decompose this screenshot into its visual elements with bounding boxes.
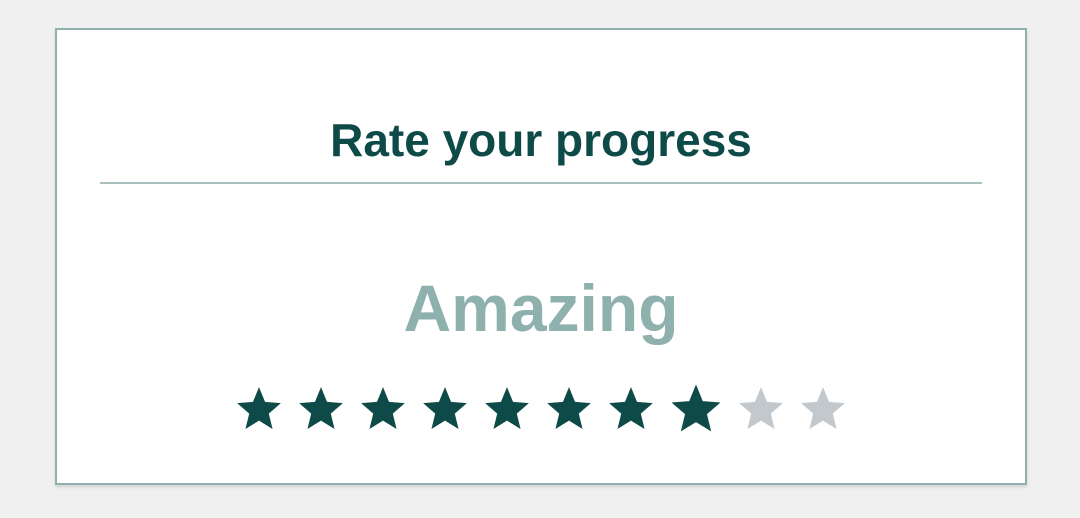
star-rating[interactable] <box>57 381 1025 437</box>
star-5-icon[interactable] <box>482 384 532 434</box>
divider <box>100 182 982 184</box>
star-3-icon[interactable] <box>358 384 408 434</box>
star-8-icon[interactable] <box>668 381 724 437</box>
star-7-icon[interactable] <box>606 384 656 434</box>
star-10-icon[interactable] <box>798 384 848 434</box>
star-9-icon[interactable] <box>736 384 786 434</box>
star-6-icon[interactable] <box>544 384 594 434</box>
star-4-icon[interactable] <box>420 384 470 434</box>
star-1-icon[interactable] <box>234 384 284 434</box>
star-2-icon[interactable] <box>296 384 346 434</box>
page-title: Rate your progress <box>330 114 752 166</box>
rating-label: Amazing <box>403 271 679 345</box>
rating-card: Rate your progress Amazing <box>55 28 1027 485</box>
